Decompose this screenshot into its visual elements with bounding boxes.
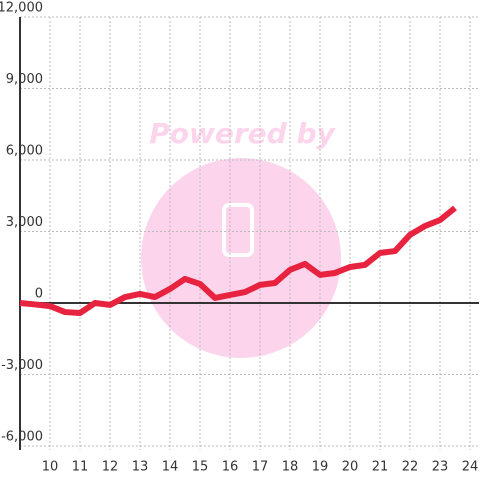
x-tick-label: 20 [342,460,359,475]
x-tick-label: 22 [402,460,419,475]
x-tick-label: 13 [132,460,149,475]
y-tick-label: 9,000 [6,72,43,87]
line [19,205,457,317]
x-tick-label: 11 [72,460,89,475]
y-tick-label: 12,000 [0,1,43,16]
x-tick-label: 18 [282,460,299,475]
y-tick-label: 6,000 [6,144,43,159]
x-tick-label: 17 [252,460,269,475]
x-tick-label: 16 [222,460,239,475]
x-tick-label: 19 [312,460,329,475]
x-tick-label: 24 [462,460,479,475]
watermark-logo [222,203,254,257]
x-tick-label: 10 [42,460,59,475]
x-tick-label: 12 [102,460,119,475]
y-tick-label: 3,000 [6,215,43,230]
y-tick-label: -6,000 [1,430,43,445]
x-tick-label: 23 [432,460,449,475]
x-tick-label: 14 [162,460,179,475]
y-tick-label: 0 [35,287,43,302]
watermark-text: Powered by [149,117,336,150]
y-tick-label: -3,000 [1,358,43,373]
watermark-circle [141,158,341,358]
x-tick-label: 21 [372,460,389,475]
x-tick-label: 15 [192,460,209,475]
